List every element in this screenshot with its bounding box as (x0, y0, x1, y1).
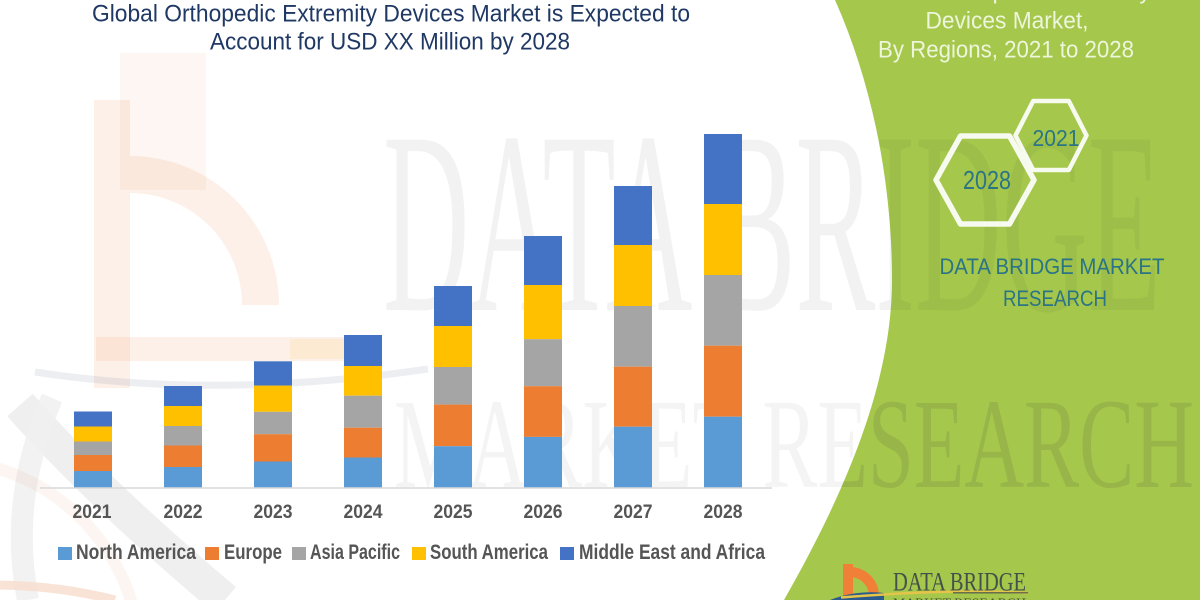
svg-text:2022: 2022 (164, 502, 203, 523)
svg-text:2021: 2021 (73, 502, 112, 523)
svg-text:By Regions, 2021 to 2028: By Regions, 2021 to 2028 (878, 37, 1134, 64)
svg-text:RESEARCH: RESEARCH (1003, 286, 1107, 311)
svg-text:2024: 2024 (344, 502, 383, 523)
svg-text:South America: South America (430, 541, 548, 564)
svg-text:DATA BRIDGE: DATA BRIDGE (383, 79, 1161, 367)
svg-text:2027: 2027 (614, 502, 653, 523)
svg-text:2028: 2028 (963, 165, 1011, 195)
svg-text:2026: 2026 (524, 502, 563, 523)
svg-text:Devices Market,: Devices Market, (926, 8, 1089, 35)
svg-text:Asia Pacific: Asia Pacific (310, 541, 400, 564)
svg-text:North America: North America (76, 541, 196, 564)
svg-text:DATA BRIDGE MARKET: DATA BRIDGE MARKET (940, 254, 1165, 279)
svg-text:Global Orthopedic Extremity: Global Orthopedic Extremity (861, 0, 1151, 5)
svg-text:Europe: Europe (224, 541, 282, 564)
svg-text:Account for USD XX Million by: Account for USD XX Million by 2028 (210, 29, 570, 56)
svg-text:DATA BRIDGE: DATA BRIDGE (893, 568, 1026, 597)
svg-text:MARKET RESEARCH: MARKET RESEARCH (893, 595, 1026, 600)
svg-text:2023: 2023 (254, 502, 293, 523)
svg-text:Middle East and Africa: Middle East and Africa (579, 541, 765, 564)
svg-text:Global Orthopedic Extremity De: Global Orthopedic Extremity Devices Mark… (92, 1, 690, 28)
svg-text:2025: 2025 (434, 502, 473, 523)
svg-text:2021: 2021 (1033, 125, 1080, 151)
svg-text:2028: 2028 (704, 502, 743, 523)
